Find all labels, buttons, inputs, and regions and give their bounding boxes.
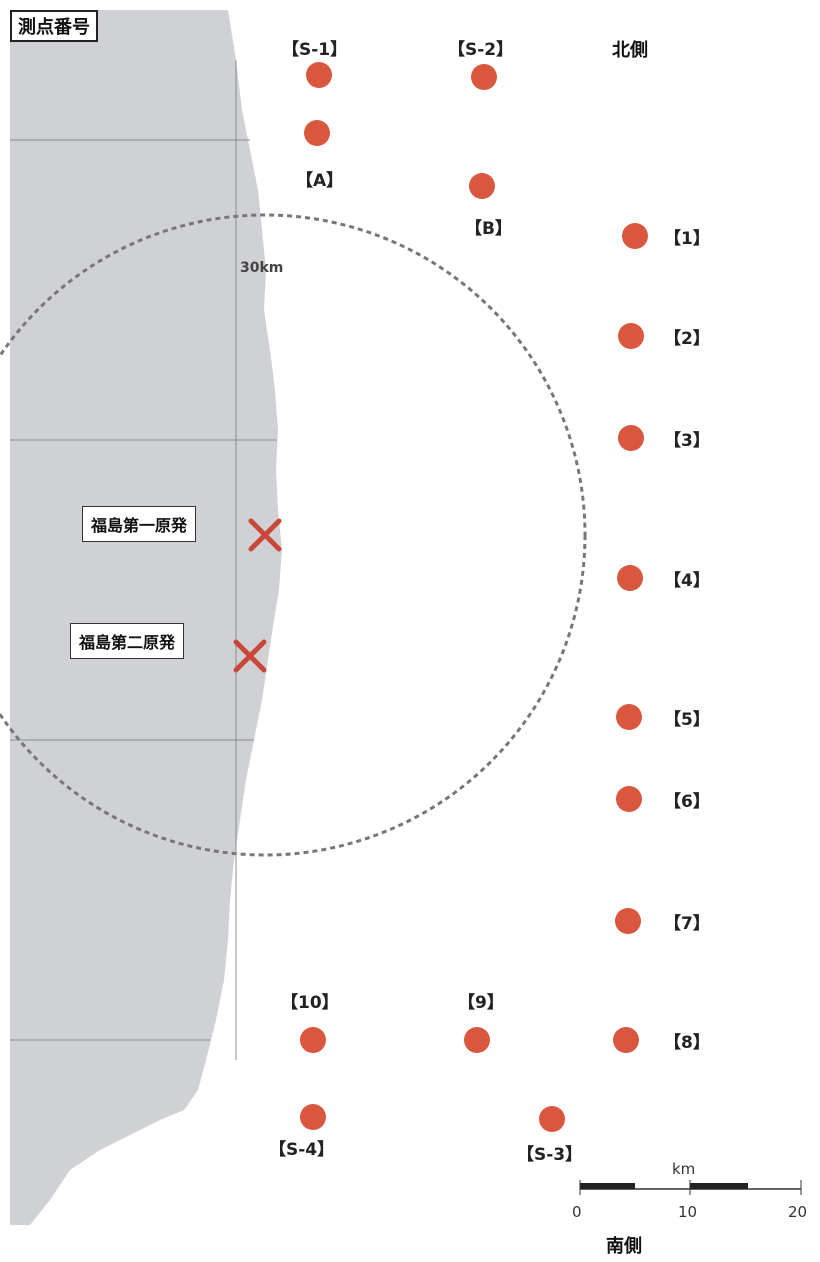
station-label: 【9】 (458, 993, 504, 1013)
station-label: 【5】 (664, 710, 710, 730)
plant-marker-icon (233, 639, 267, 673)
scale-unit: km (672, 1160, 696, 1178)
station-label: 【6】 (664, 792, 710, 812)
station-dot (300, 1104, 326, 1130)
station-label: 【S-1】 (282, 40, 348, 60)
station-dot (304, 120, 330, 146)
station-label: 【S-3】 (517, 1145, 583, 1165)
station-dot (616, 704, 642, 730)
station-dot (622, 223, 648, 249)
radius-label: 30km (240, 260, 284, 276)
station-label: 【1】 (664, 229, 710, 249)
land-mass (10, 10, 282, 1225)
plant-marker-icon (248, 518, 282, 552)
plant-label-daini: 福島第二原発 (70, 623, 185, 659)
plant-label-daiichi: 福島第一原発 (82, 506, 197, 542)
station-label: 【S-2】 (448, 40, 514, 60)
station-dot (618, 323, 644, 349)
plant-markers (233, 518, 282, 673)
station-label: 【A】 (296, 171, 344, 191)
station-dot (539, 1106, 565, 1132)
radius-circle-30km (0, 213, 587, 857)
station-dot (617, 565, 643, 591)
station-label: 【7】 (664, 914, 710, 934)
station-label: 【S-4】 (269, 1140, 335, 1160)
grid-lines (10, 60, 277, 1060)
station-label: 【2】 (664, 329, 710, 349)
station-dot (469, 173, 495, 199)
station-label: 【3】 (664, 431, 710, 451)
station-dot (613, 1027, 639, 1053)
south-label: 南側 (606, 1236, 642, 1257)
station-dots (300, 62, 648, 1132)
station-dot (616, 786, 642, 812)
station-label: 【10】 (281, 993, 339, 1013)
station-label: 【8】 (664, 1033, 710, 1053)
scale-tick-20: 20 (788, 1203, 808, 1221)
station-label: 【B】 (465, 219, 512, 239)
scale-tick-0: 0 (572, 1203, 582, 1221)
station-dot (615, 908, 641, 934)
station-dot (300, 1027, 326, 1053)
north-label: 北側 (612, 40, 648, 61)
scale-tick-10: 10 (678, 1203, 698, 1221)
station-dot (471, 64, 497, 90)
station-label: 【4】 (664, 571, 710, 591)
station-dot (618, 425, 644, 451)
station-dot (464, 1027, 490, 1053)
scale-bar (579, 1180, 802, 1195)
map-title: 測点番号 (10, 10, 98, 42)
station-dot (306, 62, 332, 88)
